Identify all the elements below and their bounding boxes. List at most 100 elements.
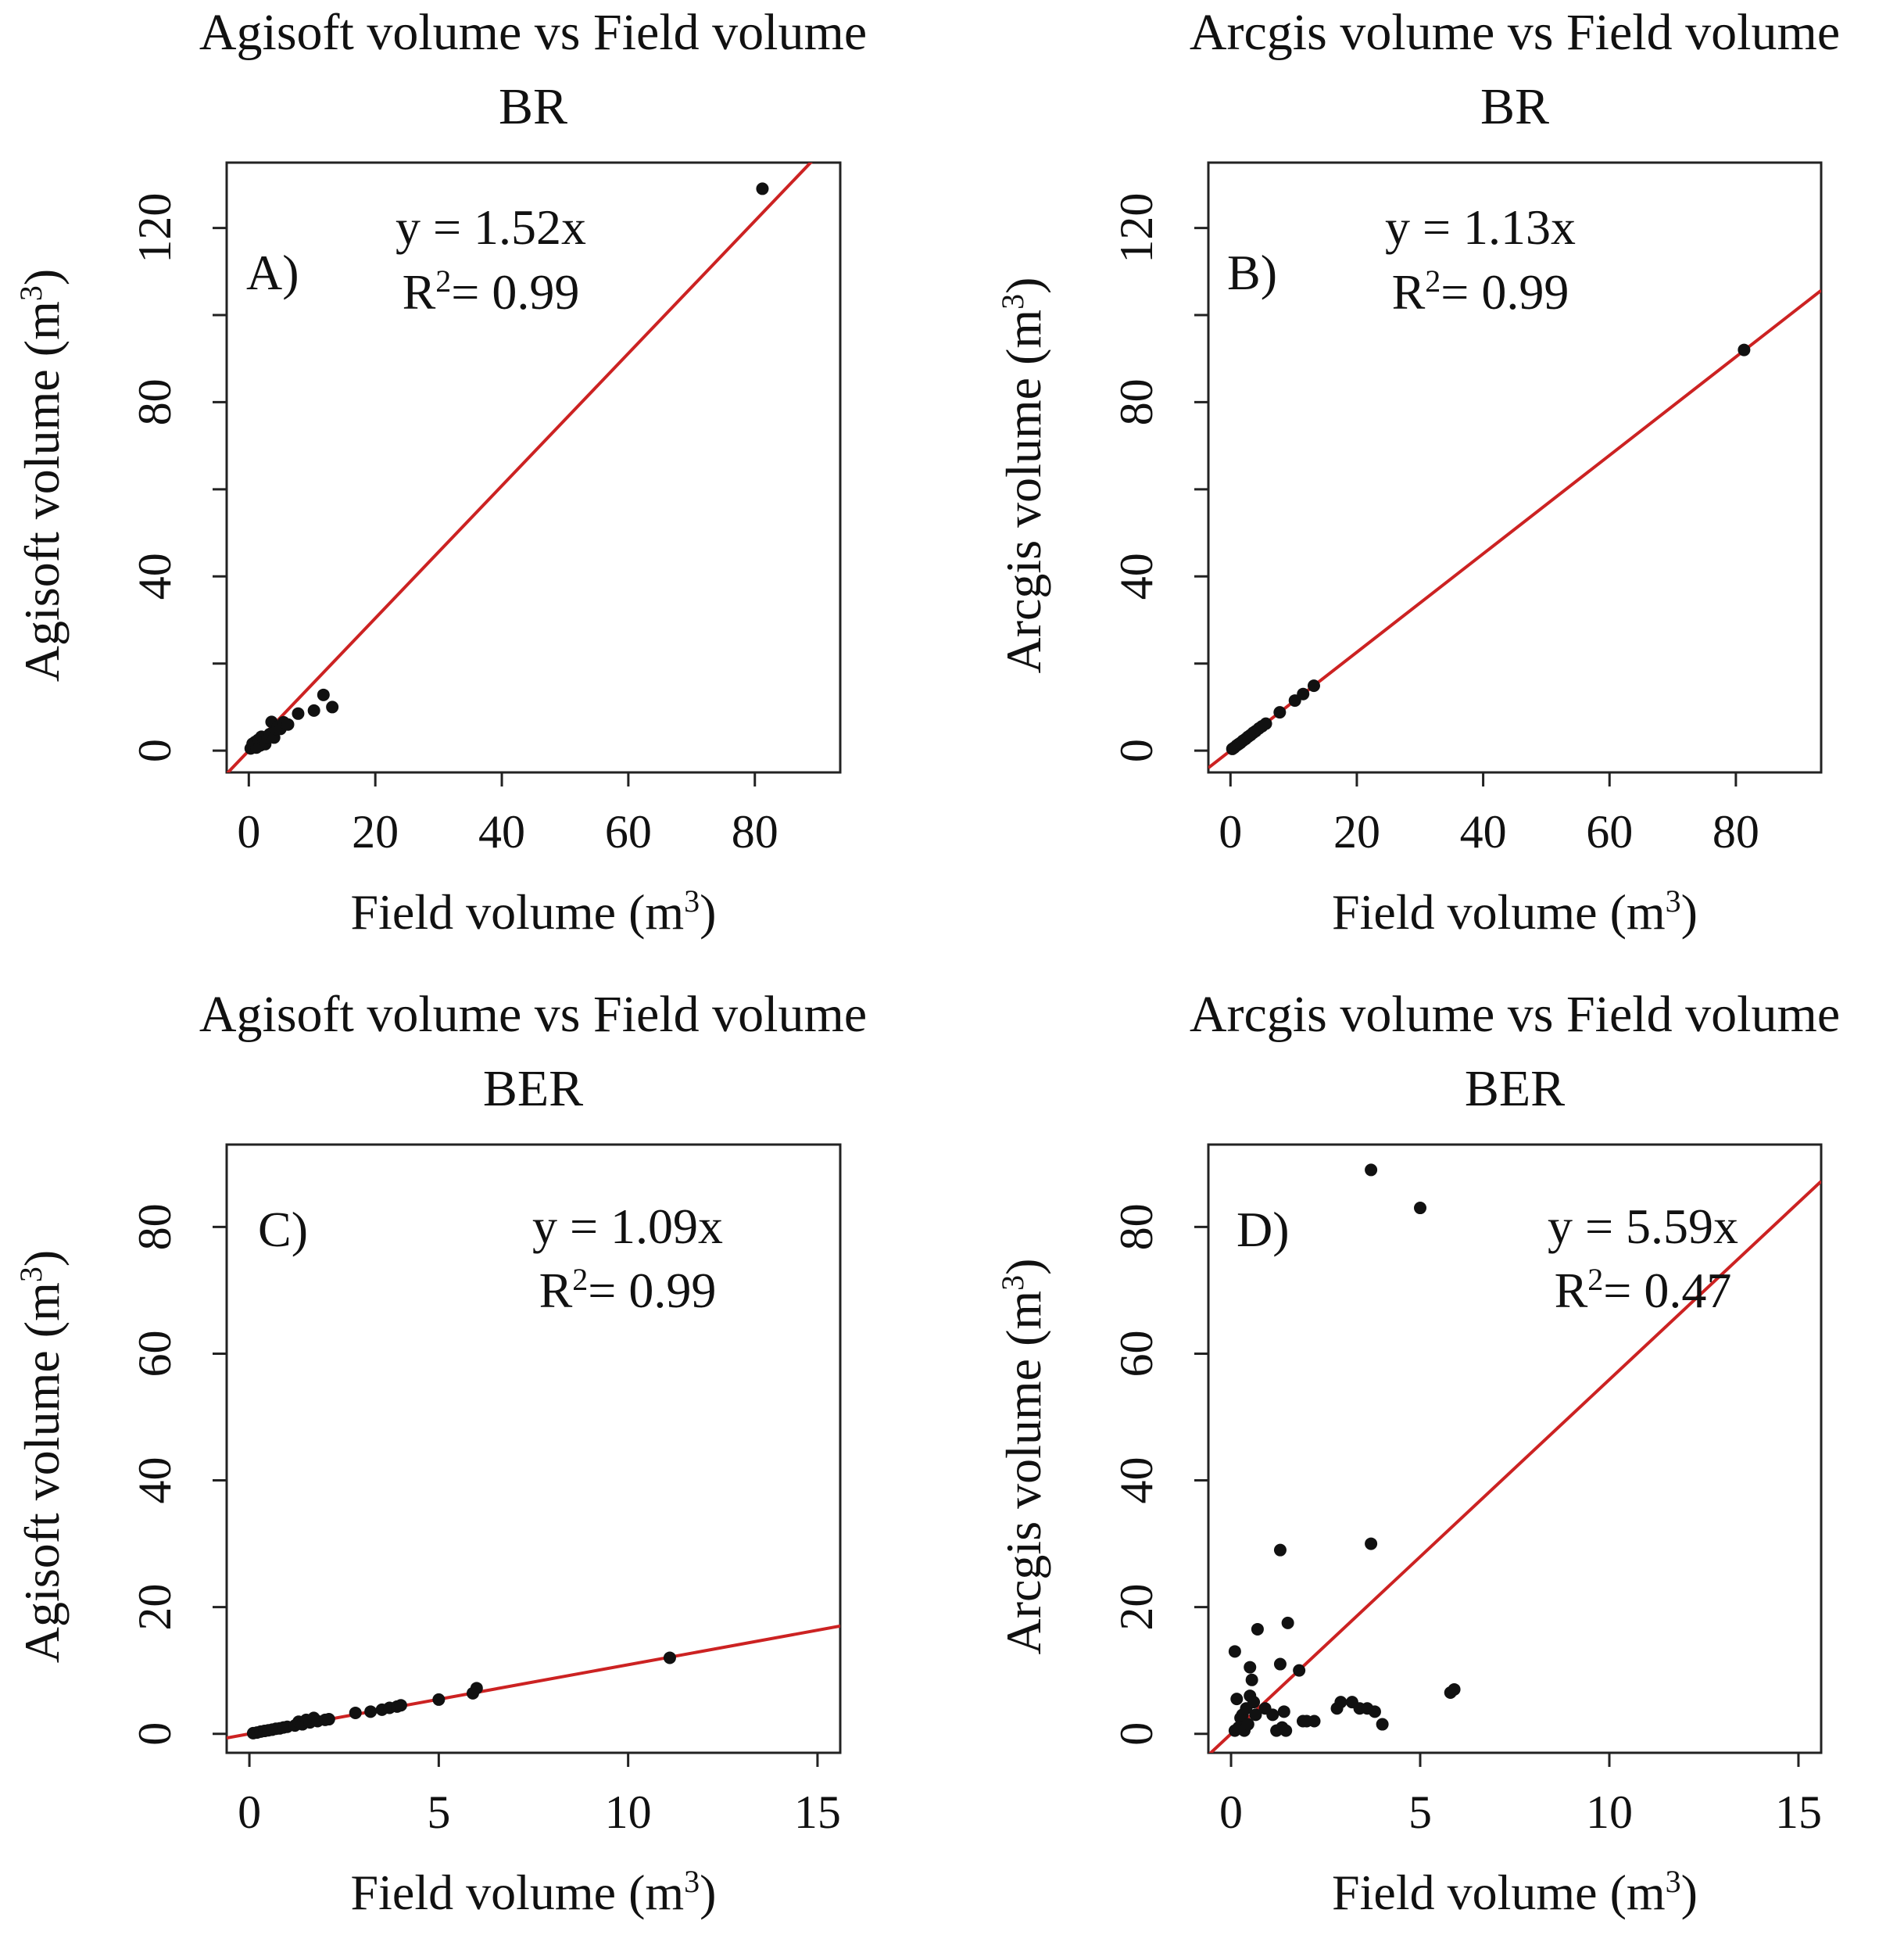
data-point: [1230, 1693, 1244, 1706]
x-tick-label: 15: [1775, 1786, 1822, 1838]
y-tick-label: 0: [1111, 1722, 1162, 1746]
y-tick-label: 60: [129, 1330, 181, 1377]
fit-equation: y = 5.59x: [1548, 1199, 1738, 1254]
panel-label: C): [258, 1202, 308, 1257]
chart-subtitle: BER: [1465, 1060, 1565, 1117]
y-tick-label: 60: [1111, 1330, 1162, 1377]
data-point: [1266, 1708, 1279, 1722]
chart-subtitle: BER: [483, 1060, 583, 1117]
r-squared-label: R2= 0.47: [1555, 1262, 1732, 1319]
data-point: [1368, 1705, 1381, 1718]
x-tick-label: 10: [1586, 1786, 1633, 1838]
y-axis-label: Arcgis volume (m3): [995, 278, 1052, 674]
panel-b: Arcgis volume vs Field volume BR 0 20 40 60 80…: [995, 4, 1841, 940]
data-point: [1308, 1714, 1321, 1728]
x-tick-label: 0: [1219, 1786, 1243, 1838]
x-tick-label: 0: [237, 806, 260, 858]
data-point: [322, 1713, 335, 1726]
x-axis-label: Field volume (m3): [1332, 1864, 1698, 1921]
data-point: [1277, 1705, 1290, 1718]
data-point: [1273, 1657, 1287, 1671]
data-point: [1414, 1202, 1427, 1215]
data-point: [1279, 1724, 1293, 1737]
data-point: [326, 700, 339, 714]
data-point: [756, 182, 769, 195]
x-tick-label: 0: [238, 1786, 261, 1838]
data-point: [1249, 1708, 1262, 1722]
fit-equation: y = 1.52x: [395, 199, 586, 255]
data-point: [1273, 1543, 1287, 1557]
data-point: [1273, 706, 1287, 719]
y-tick-label: 20: [129, 1584, 181, 1631]
y-tick-label: 120: [1111, 193, 1162, 263]
chart-title: Arcgis volume vs Field volume: [1190, 986, 1840, 1043]
data-point: [1251, 1622, 1264, 1636]
plot-frame: [225, 161, 842, 774]
panel-a: Agisoft volume vs Field volume BR 0 20 40 60 8…: [13, 4, 868, 940]
data-point: [1293, 1664, 1306, 1677]
data-point: [307, 704, 320, 717]
x-axis-label: Field volume (m3): [351, 883, 717, 941]
y-tick-label: 80: [1111, 1203, 1162, 1250]
panel-c: Agisoft volume vs Field volume BER 0 5 10 15 0…: [13, 986, 868, 1920]
x-tick-label: 80: [1713, 806, 1759, 858]
data-point: [281, 718, 295, 731]
y-axis-label: Arcgis volume (m3): [995, 1259, 1052, 1655]
panel-label: B): [1227, 245, 1277, 300]
data-point: [1228, 1645, 1241, 1658]
plot-frame: [225, 1143, 842, 1754]
y-axis-label: Agisoft volume (m3): [13, 269, 70, 682]
y-tick-label: 80: [129, 1203, 181, 1250]
y-tick-label: 0: [129, 739, 181, 762]
x-tick-label: 60: [1586, 806, 1633, 858]
y-axis-label: Agisoft volume (m3): [13, 1250, 70, 1663]
r-squared-label: R2= 0.99: [1392, 263, 1569, 321]
data-point: [1365, 1537, 1378, 1550]
x-tick-label: 20: [1333, 806, 1380, 858]
fit-equation: y = 1.09x: [532, 1199, 723, 1254]
data-point: [317, 688, 330, 701]
plot-frame: [1207, 161, 1823, 774]
x-tick-label: 20: [352, 806, 399, 858]
x-tick-label: 5: [1408, 1786, 1432, 1838]
x-tick-label: 60: [605, 806, 652, 858]
data-point: [1297, 687, 1310, 700]
y-tick-label: 0: [1111, 739, 1162, 762]
data-point: [470, 1682, 483, 1695]
panel-d: Arcgis volume vs Field volume BER 0 5 10 15 0 2…: [995, 986, 1841, 1920]
data-point: [292, 707, 305, 720]
chart-subtitle: BR: [499, 78, 567, 135]
panel-label: D): [1237, 1202, 1290, 1257]
x-tick-label: 80: [732, 806, 778, 858]
data-point: [1448, 1682, 1461, 1696]
y-tick-label: 80: [129, 378, 181, 425]
chart-title: Agisoft volume vs Field volume: [199, 986, 867, 1043]
y-tick-label: 40: [129, 1457, 181, 1504]
x-tick-label: 40: [478, 806, 525, 858]
data-point: [394, 1699, 407, 1712]
fit-line: [227, 163, 813, 772]
data-point: [1259, 717, 1272, 730]
data-point: [1365, 1163, 1378, 1177]
y-tick-label: 120: [129, 193, 181, 263]
data-point: [364, 1705, 378, 1718]
x-tick-label: 5: [427, 1786, 450, 1838]
data-point: [663, 1651, 676, 1664]
y-tick-label: 40: [129, 553, 181, 600]
x-axis-label: Field volume (m3): [1332, 883, 1698, 941]
x-axis-label: Field volume (m3): [351, 1864, 717, 1921]
y-tick-label: 40: [1111, 553, 1162, 600]
r-squared-label: R2= 0.99: [539, 1262, 717, 1319]
fit-equation: y = 1.13x: [1385, 199, 1576, 255]
r-squared-label: R2= 0.99: [403, 263, 580, 321]
data-point: [1241, 1718, 1254, 1731]
data-point: [1281, 1616, 1294, 1629]
x-tick-label: 15: [794, 1786, 841, 1838]
x-tick-label: 0: [1219, 806, 1242, 858]
y-tick-label: 80: [1111, 378, 1162, 425]
data-point: [349, 1706, 362, 1719]
data-point: [1247, 1696, 1261, 1709]
chart-title: Agisoft volume vs Field volume: [199, 4, 867, 61]
data-point: [1334, 1696, 1347, 1709]
